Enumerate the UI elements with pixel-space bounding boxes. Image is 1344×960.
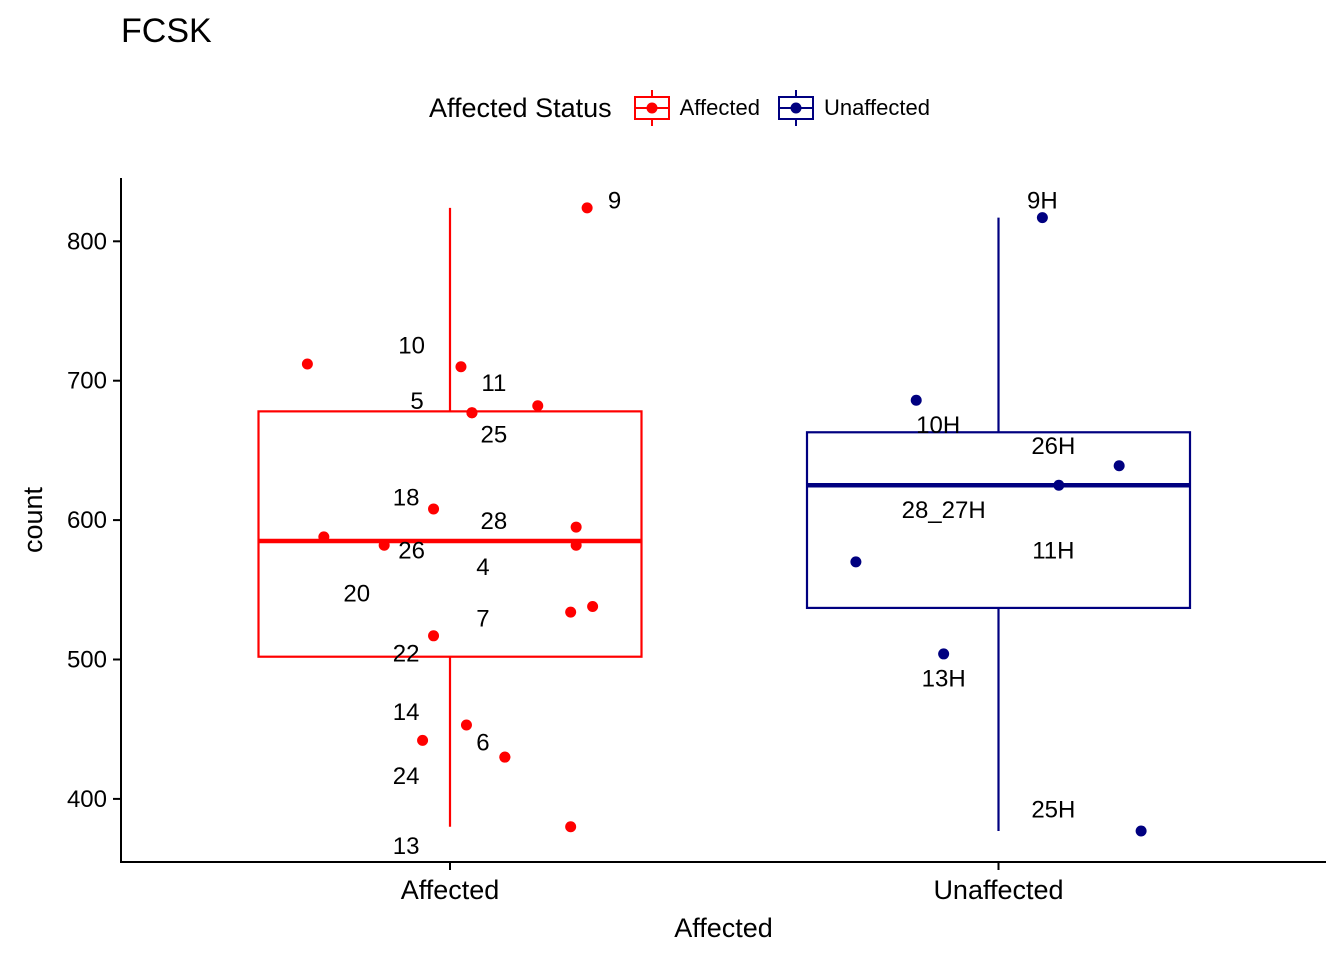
- data-point-unaffected-22: [1053, 479, 1065, 491]
- data-point-affected-1: [301, 358, 313, 370]
- point-label-4: 4: [476, 554, 489, 581]
- legend-item-affected: Affected: [632, 90, 760, 126]
- point-label-13H: 13H: [922, 666, 966, 693]
- point-label-11H: 11H: [1032, 537, 1074, 564]
- point-label-7: 7: [476, 606, 489, 633]
- data-point-unaffected-23: [850, 556, 862, 568]
- legend-label-unaffected: Unaffected: [823, 95, 930, 120]
- x-tick-label-unaffected: Unaffected: [933, 875, 1063, 905]
- point-label-6: 6: [476, 730, 489, 757]
- point-label-9H: 9H: [1027, 187, 1058, 214]
- point-label-24: 24: [393, 763, 420, 790]
- data-point-affected-7: [570, 521, 582, 533]
- data-point-affected-15: [417, 734, 429, 746]
- data-point-unaffected-19: [1036, 212, 1048, 224]
- data-point-unaffected-24: [938, 648, 950, 660]
- point-label-13: 13: [393, 833, 420, 860]
- y-tick-label-800: 800: [67, 228, 107, 255]
- data-point-affected-3: [532, 400, 544, 412]
- data-point-affected-0: [581, 202, 593, 214]
- chart-title: FCSK: [121, 12, 212, 50]
- point-label-18: 18: [393, 484, 420, 511]
- y-tick-label-500: 500: [67, 647, 107, 674]
- data-point-affected-10: [570, 539, 582, 551]
- point-label-22: 22: [393, 641, 420, 668]
- legend-title: Affected Status: [429, 92, 612, 123]
- data-point-affected-11: [587, 601, 599, 613]
- box-unaffected: [805, 431, 1192, 610]
- point-label-25H: 25H: [1031, 797, 1075, 824]
- data-point-affected-2: [455, 361, 467, 373]
- data-point-affected-12: [565, 606, 577, 618]
- point-label-26: 26: [398, 537, 425, 564]
- y-tick-label-600: 600: [67, 507, 107, 534]
- legend-key-unaffected: [777, 90, 814, 126]
- x-tick-label-affected: Affected: [401, 875, 500, 905]
- point-label-28: 28: [481, 508, 508, 535]
- legend-item-unaffected: Unaffected: [776, 90, 930, 126]
- y-axis-title: count: [18, 486, 48, 553]
- data-point-affected-13: [428, 630, 440, 642]
- data-point-affected-18: [565, 821, 577, 833]
- data-point-affected-6: [428, 503, 440, 515]
- data-point-unaffected-25: [1135, 825, 1147, 837]
- legend: Affected Status Affected Unaffected: [429, 90, 946, 126]
- point-label-14: 14: [393, 699, 420, 726]
- x-axis-title: Affected: [674, 913, 773, 943]
- data-point-affected-17: [499, 751, 511, 763]
- y-tick-label-700: 700: [67, 368, 107, 395]
- point-label-11: 11: [481, 370, 506, 397]
- data-point-unaffected-20: [910, 394, 922, 406]
- box-affected: [257, 410, 643, 658]
- point-label-5: 5: [410, 388, 423, 415]
- data-point-affected-9: [378, 539, 390, 551]
- legend-key-affected: [633, 90, 670, 126]
- point-label-10H: 10H: [916, 412, 960, 439]
- point-label-9: 9: [608, 187, 621, 214]
- data-point-unaffected-21: [1113, 460, 1125, 472]
- point-label-25: 25: [481, 422, 508, 449]
- data-point-affected-8: [318, 531, 330, 543]
- point-label-28_27H: 28_27H: [902, 497, 986, 524]
- y-tick-label-400: 400: [67, 786, 107, 813]
- point-label-26H: 26H: [1031, 433, 1075, 460]
- legend-label-affected: Affected: [679, 95, 760, 120]
- point-label-10: 10: [398, 332, 425, 359]
- data-point-affected-5: [466, 407, 478, 419]
- point-label-20: 20: [343, 581, 370, 608]
- data-point-affected-14: [460, 719, 472, 731]
